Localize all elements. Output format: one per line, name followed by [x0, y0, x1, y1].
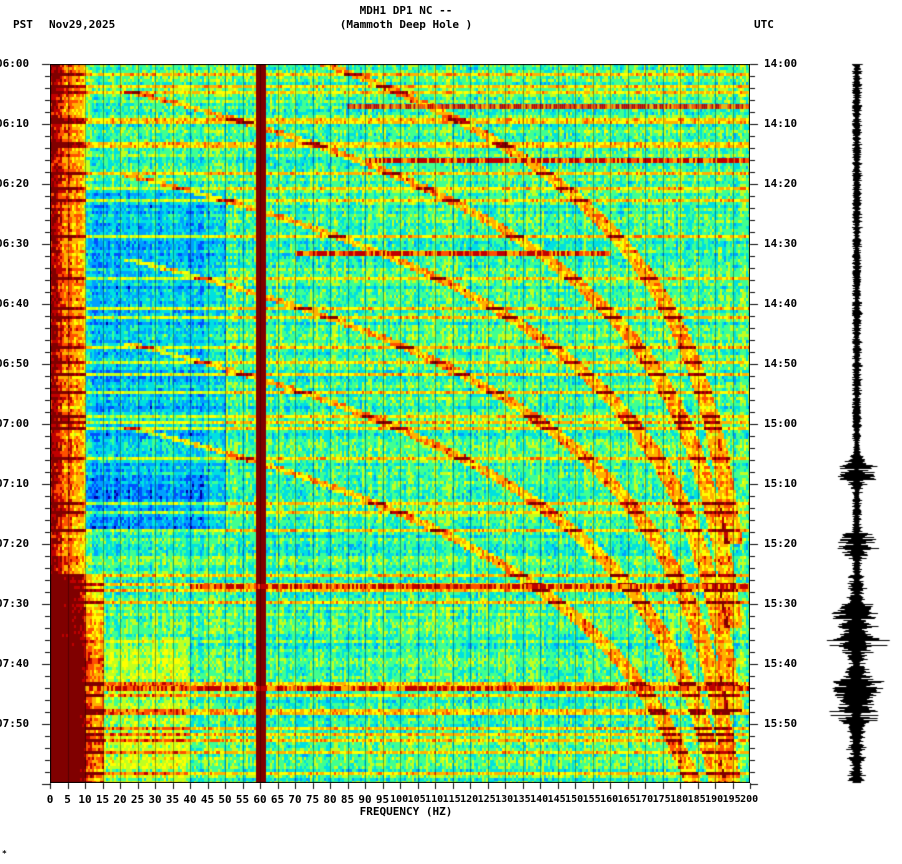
time-tick-label-utc: 14:20 — [764, 177, 798, 190]
frequency-tick-label: 155 — [582, 794, 601, 805]
time-tick-label-utc: 15:50 — [764, 717, 798, 730]
frequency-tick-label: 5 — [64, 793, 71, 806]
time-tick-label-utc: 14:40 — [764, 297, 798, 310]
time-tick-label-pst: 07:00 — [0, 417, 30, 430]
frequency-tick-label: 65 — [270, 793, 285, 806]
frequency-tick-label: 190 — [705, 794, 724, 805]
frequency-tick-label: 160 — [600, 794, 619, 805]
frequency-tick-label: 45 — [200, 793, 215, 806]
station-name: (Mammoth Deep Hole ) — [339, 18, 473, 31]
time-tick-label-pst: 07:50 — [0, 717, 30, 730]
corner-mark: * — [2, 849, 7, 858]
frequency-tick-label: 15 — [95, 793, 110, 806]
time-tick-label-pst: 07:40 — [0, 657, 30, 670]
frequency-tick-label: 165 — [617, 794, 636, 805]
frequency-tick-label: 25 — [130, 793, 145, 806]
time-tick-label-pst: 07:10 — [0, 477, 30, 490]
frequency-tick-label: 10 — [78, 793, 92, 806]
left-timezone-label: PST — [13, 18, 33, 31]
time-tick-label-pst: 06:00 — [0, 57, 30, 70]
frequency-tick-label: 200 — [740, 794, 759, 805]
time-tick-label-utc: 14:30 — [764, 237, 798, 250]
frequency-tick-label: 125 — [477, 794, 496, 805]
time-tick-label-pst: 06:20 — [0, 177, 30, 190]
time-tick-label-pst: 07:20 — [0, 537, 30, 550]
time-tick-label-pst: 06:10 — [0, 117, 30, 130]
frequency-tick-label: 180 — [670, 794, 689, 805]
time-tick-label-utc: 15:40 — [764, 657, 798, 670]
time-tick-label-pst: 07:30 — [0, 597, 30, 610]
frequency-tick-label: 30 — [148, 793, 162, 806]
frequency-tick-label: 185 — [687, 794, 706, 805]
frequency-tick-label: 100 — [390, 794, 409, 805]
time-tick-label-pst: 06:30 — [0, 237, 30, 250]
frequency-tick-label: 135 — [512, 794, 531, 805]
frequency-tick-label: 110 — [425, 794, 444, 805]
time-tick-label-utc: 14:00 — [764, 57, 798, 70]
frequency-tick-label: 105 — [407, 794, 426, 805]
frequency-tick-label: 70 — [288, 793, 302, 806]
seismogram-trace — [815, 60, 902, 790]
frequency-tick-label: 80 — [323, 793, 337, 806]
frequency-tick-label: 150 — [565, 794, 584, 805]
frequency-tick-label: 130 — [495, 794, 514, 805]
frequency-tick-label: 175 — [652, 794, 671, 805]
frequency-tick-label: 120 — [460, 794, 479, 805]
frequency-tick-label: 60 — [253, 793, 267, 806]
frequency-tick-label: 115 — [442, 794, 461, 805]
frequency-tick-label: 140 — [530, 794, 549, 805]
right-timezone-label: UTC — [754, 18, 774, 31]
spectrogram-plot — [50, 64, 750, 783]
time-tick-label-pst: 06:40 — [0, 297, 30, 310]
frequency-tick-label: 85 — [340, 793, 355, 806]
frequency-tick-label: 95 — [375, 793, 390, 806]
frequency-tick-label: 90 — [358, 793, 372, 806]
time-tick-label-pst: 06:50 — [0, 357, 30, 370]
station-title: MDH1 DP1 NC -- — [359, 4, 453, 17]
frequency-tick-label: 75 — [305, 793, 320, 806]
frequency-tick-label: 170 — [635, 794, 654, 805]
time-tick-label-utc: 15:20 — [764, 537, 798, 550]
frequency-tick-label: 35 — [165, 793, 180, 806]
time-tick-label-utc: 14:10 — [764, 117, 798, 130]
time-tick-label-utc: 14:50 — [764, 357, 798, 370]
time-tick-label-utc: 15:10 — [764, 477, 798, 490]
frequency-tick-label: 55 — [235, 793, 250, 806]
frequency-tick-label: 0 — [46, 793, 54, 806]
date-label: Nov29,2025 — [49, 18, 116, 31]
spectrogram-canvas — [50, 64, 750, 783]
frequency-tick-label: 195 — [722, 794, 741, 805]
frequency-tick-label: 50 — [218, 793, 232, 806]
x-axis-label: FREQUENCY (HZ) — [359, 805, 453, 818]
time-tick-label-utc: 15:30 — [764, 597, 798, 610]
frequency-tick-label: 20 — [113, 793, 127, 806]
frequency-tick-label: 40 — [183, 793, 197, 806]
frequency-tick-label: 145 — [547, 794, 566, 805]
time-tick-label-utc: 15:00 — [764, 417, 798, 430]
